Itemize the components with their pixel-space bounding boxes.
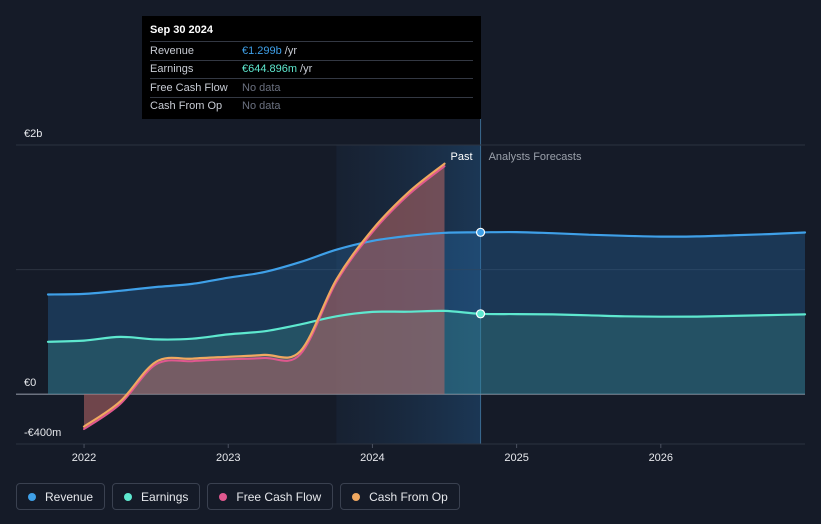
legend-label: Revenue: [45, 489, 94, 504]
tooltip-date: Sep 30 2024: [150, 24, 213, 36]
legend-label: Cash From Op: [369, 489, 448, 504]
y-tick-label: €0: [24, 377, 36, 389]
x-tick-label: 2022: [72, 452, 96, 464]
earnings-marker: [475, 309, 486, 319]
tooltip-label: Revenue: [150, 44, 195, 57]
tooltip-row-revenue: Revenue €1.299b /yr: [150, 41, 473, 60]
gridlines: [16, 144, 805, 445]
tooltip-value: €644.896m: [242, 63, 298, 76]
forecast-label: Analysts Forecasts: [489, 151, 582, 163]
tooltip-label: Earnings: [150, 63, 194, 76]
legend-dot-icon: [352, 492, 361, 501]
legend-item-revenue[interactable]: Revenue: [16, 483, 106, 510]
tooltip-label: Free Cash Flow: [150, 81, 228, 94]
tooltip-row-cash-from-op: Cash From Op No data: [150, 96, 473, 116]
tooltip-unit: /yr: [300, 63, 313, 76]
legend-dot-icon: [219, 492, 228, 501]
cash-from-op-line: [82, 162, 446, 428]
tooltip-value: No data: [242, 81, 281, 94]
tooltip-row-earnings: Earnings €644.896m /yr: [150, 59, 473, 79]
x-tick-label: 2024: [360, 452, 384, 464]
legend-item-earnings[interactable]: Earnings: [112, 483, 201, 510]
legend-label: Free Cash Flow: [236, 489, 322, 504]
legend-item-cash-from-op[interactable]: Cash From Op: [340, 483, 460, 510]
tooltip-panel: Sep 30 2024 Revenue €1.299b /yr Earnings…: [142, 16, 481, 119]
x-tick-label: 2023: [216, 452, 240, 464]
y-tick-label: -€400m: [24, 427, 61, 439]
x-tick-label: 2025: [504, 452, 528, 464]
legend: Revenue Earnings Free Cash Flow Cash Fro…: [16, 483, 460, 510]
legend-dot-icon: [28, 492, 36, 501]
legend-dot-icon: [124, 492, 133, 501]
earnings-area: [48, 310, 805, 395]
free-cash-flow-line: [83, 165, 446, 431]
tooltip-row-free-cash-flow: Free Cash Flow No data: [150, 78, 473, 97]
legend-item-free-cash-flow[interactable]: Free Cash Flow: [207, 483, 334, 510]
tooltip-value: No data: [242, 100, 281, 113]
revenue-area: [48, 232, 805, 395]
y-tick-label: €2b: [24, 128, 42, 140]
free-cash-flow-area: [84, 166, 445, 430]
tooltip-value: €1.299b: [242, 44, 282, 57]
past-label: Past: [451, 151, 473, 163]
revenue-marker: [475, 227, 486, 237]
legend-label: Earnings: [141, 489, 189, 504]
tooltip-label: Cash From Op: [150, 100, 223, 113]
revenue-line: [46, 230, 807, 296]
x-tick-label: 2026: [649, 452, 673, 464]
tooltip-unit: /yr: [284, 44, 297, 57]
earnings-line: [46, 309, 807, 343]
